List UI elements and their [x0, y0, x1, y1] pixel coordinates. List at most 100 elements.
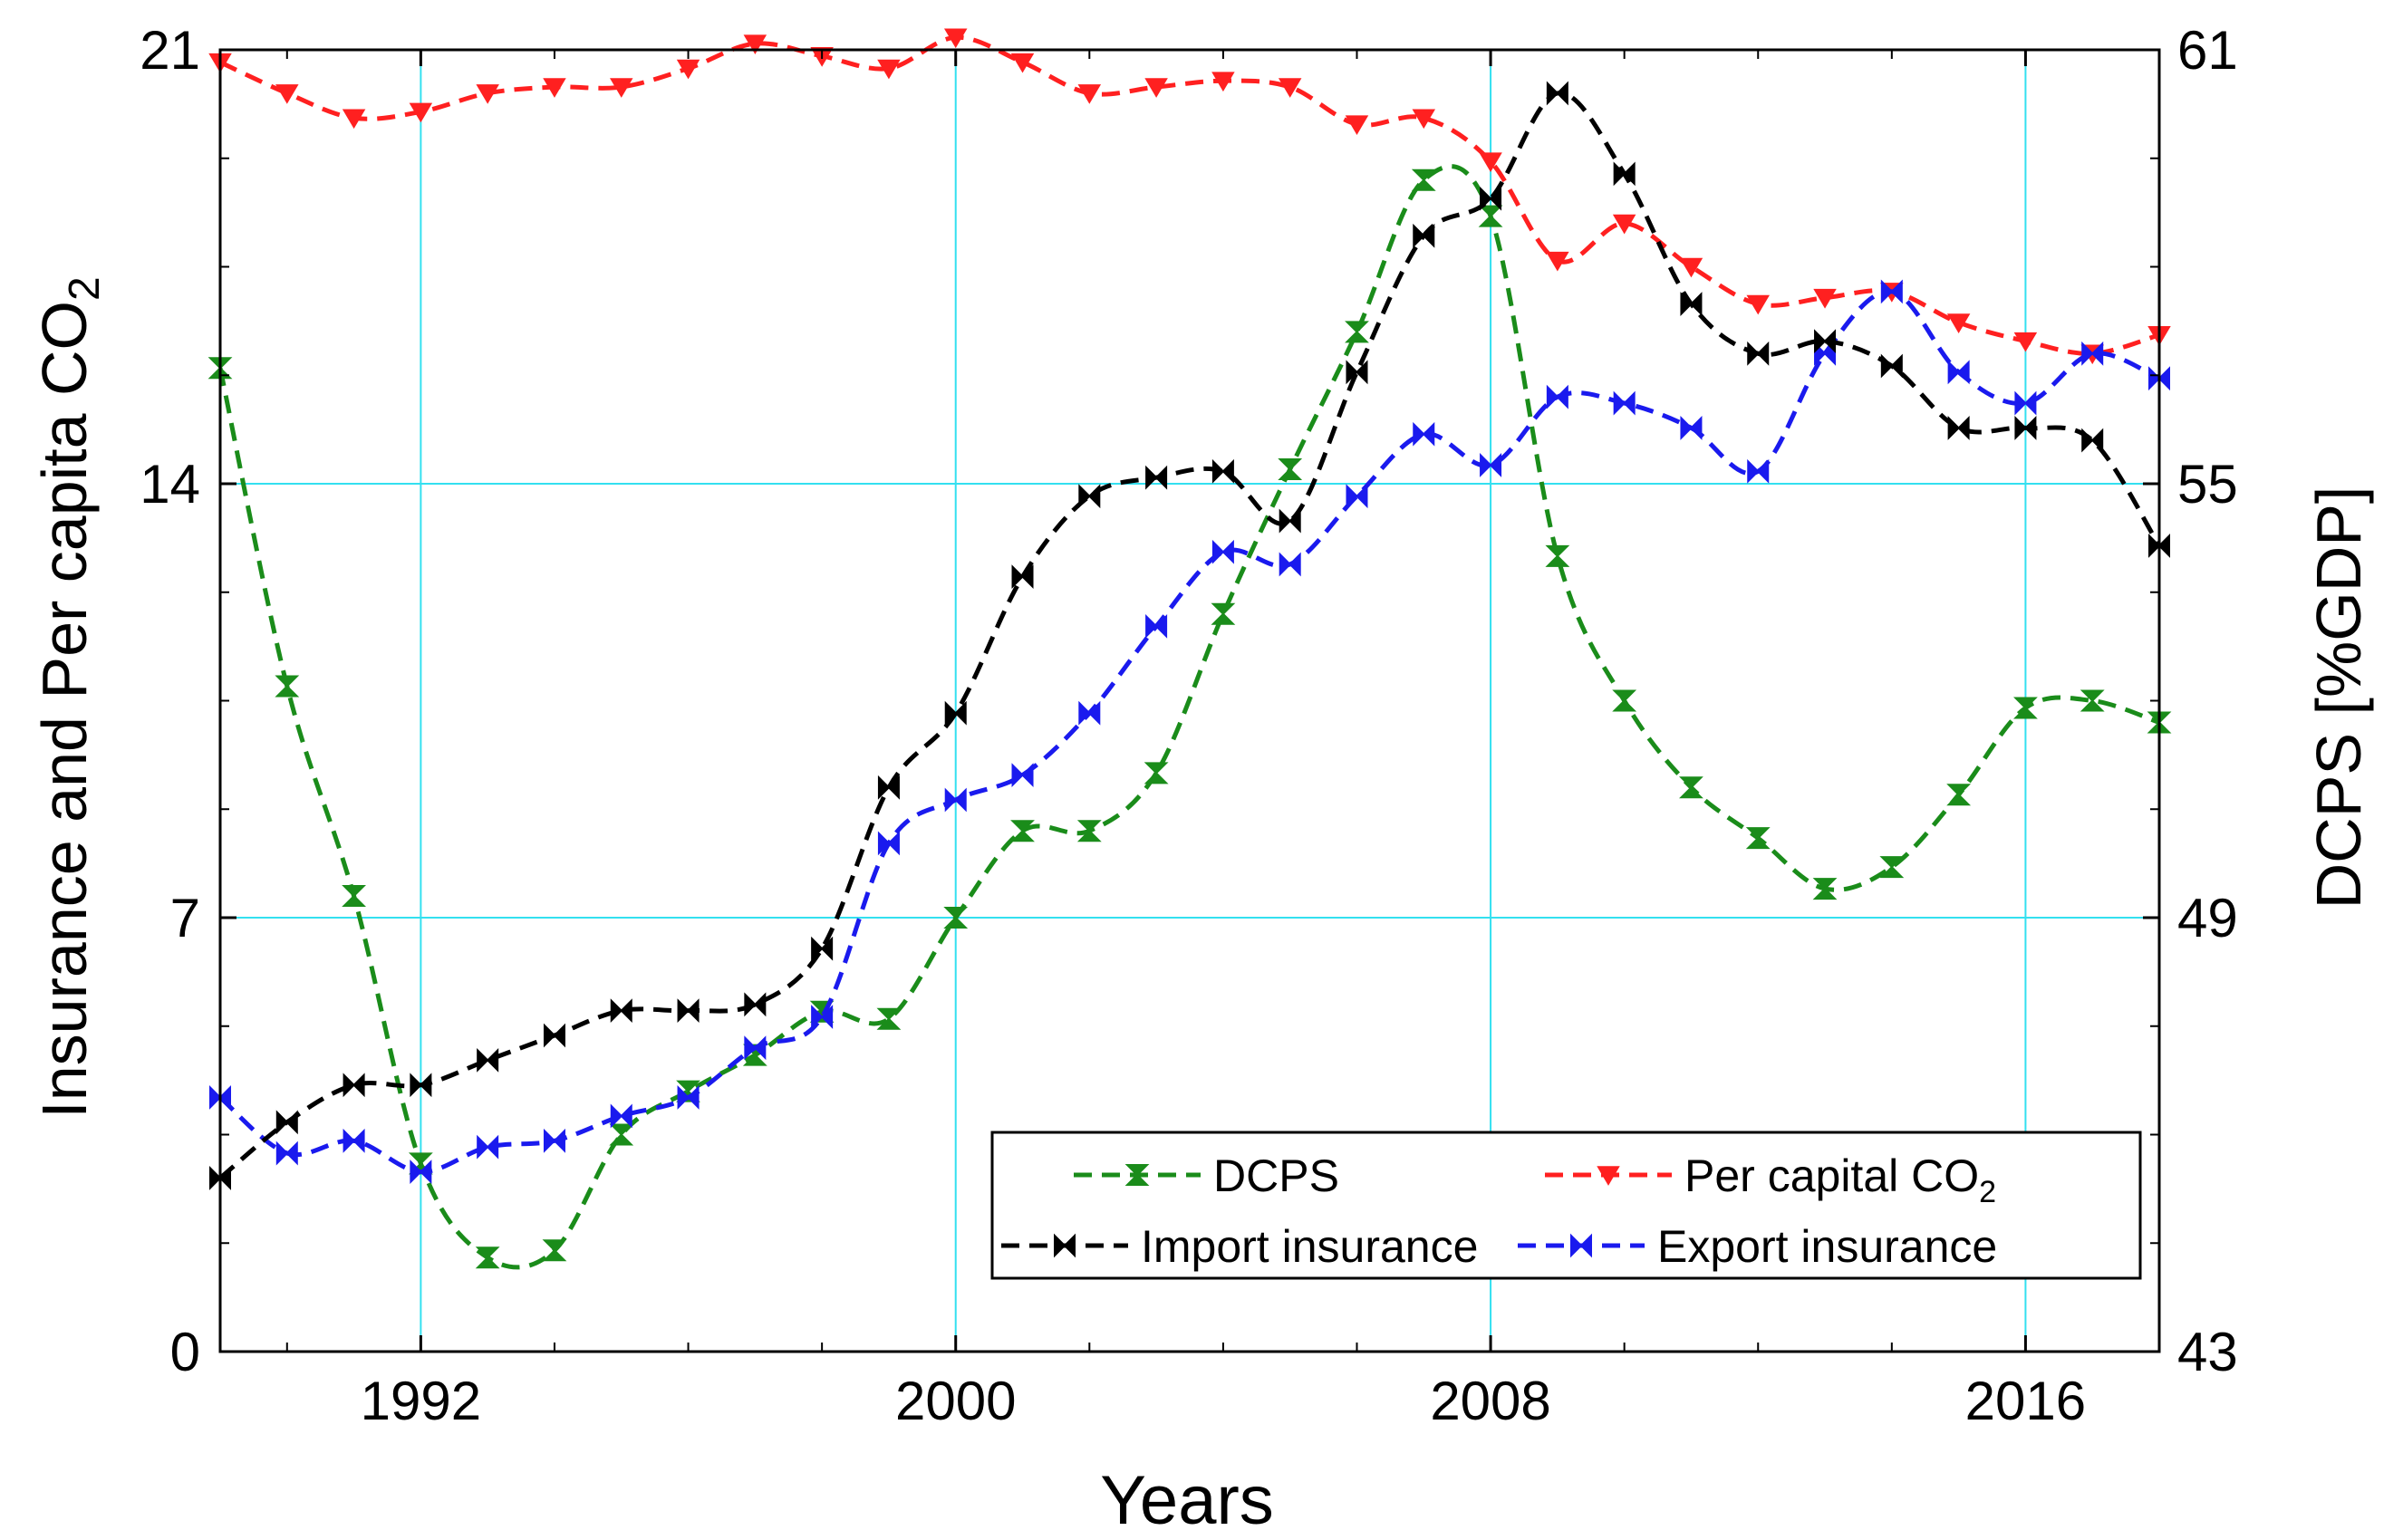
- legend-marker-dcps: [1124, 1164, 1150, 1186]
- data-point-dcps: [542, 1239, 567, 1262]
- data-point-export-insurance: [1346, 484, 1368, 509]
- data-point-per-capital-co2: [1211, 72, 1235, 92]
- x-tick-label: 2008: [1430, 1371, 1550, 1431]
- data-point-dcps: [876, 1007, 902, 1030]
- data-point-import-insurance: [1480, 186, 1502, 211]
- data-point-per-capital-co2: [743, 34, 767, 55]
- data-point-import-insurance: [2081, 428, 2104, 453]
- data-point-import-insurance: [1680, 292, 1703, 316]
- x-tick-label: 1992: [361, 1371, 481, 1431]
- legend-label-export-insurance: Export insurance: [1657, 1221, 1997, 1272]
- data-point-export-insurance: [1546, 384, 1568, 409]
- data-point-export-insurance: [1413, 421, 1435, 447]
- data-point-dcps: [342, 885, 367, 908]
- x-tick-label: 2016: [1965, 1371, 2086, 1431]
- data-point-export-insurance: [877, 831, 900, 856]
- data-point-per-capital-co2: [676, 59, 700, 80]
- data-point-import-insurance: [1814, 329, 1837, 354]
- data-point-export-insurance: [677, 1085, 700, 1110]
- data-point-per-capital-co2: [1077, 84, 1102, 104]
- data-point-per-capital-co2: [409, 102, 433, 123]
- data-point-export-insurance: [2148, 366, 2170, 391]
- data-point-per-capital-co2: [1144, 78, 1168, 98]
- data-point-import-insurance: [1011, 564, 1034, 590]
- data-point-import-insurance: [677, 998, 700, 1024]
- data-point-export-insurance: [477, 1134, 499, 1160]
- data-point-dcps: [1478, 205, 1503, 227]
- y-left-tick-label: 14: [140, 454, 200, 515]
- data-point-per-capital-co2: [275, 84, 299, 104]
- data-point-per-capital-co2: [1010, 53, 1035, 73]
- legend-marker-per-capital-co2: [1597, 1166, 1620, 1186]
- data-point-dcps: [609, 1123, 634, 1146]
- data-point-export-insurance: [543, 1128, 565, 1153]
- data-point-export-insurance: [1011, 763, 1034, 788]
- legend-marker-export-insurance: [1570, 1233, 1592, 1258]
- data-point-per-capital-co2: [342, 109, 366, 130]
- data-point-dcps: [1879, 856, 1905, 879]
- data-point-per-capital-co2: [2013, 332, 2038, 352]
- data-point-export-insurance: [209, 1085, 231, 1110]
- y-left-tick-label: 7: [170, 888, 200, 948]
- data-point-dcps: [1679, 776, 1703, 799]
- data-point-import-insurance: [1211, 458, 1234, 484]
- data-point-import-insurance: [2148, 534, 2170, 558]
- data-point-per-capital-co2: [1679, 257, 1703, 278]
- data-point-export-insurance: [1211, 539, 1234, 564]
- data-point-import-insurance: [877, 775, 900, 800]
- data-point-dcps: [1010, 820, 1035, 842]
- data-point-export-insurance: [744, 1035, 767, 1061]
- data-point-import-insurance: [744, 992, 767, 1017]
- y-right-tick-label: 43: [2177, 1322, 2238, 1382]
- data-point-export-insurance: [275, 1141, 298, 1166]
- series-dcps: [207, 164, 2172, 1270]
- data-point-export-insurance: [1947, 360, 1970, 385]
- data-point-import-insurance: [543, 1023, 565, 1048]
- data-point-export-insurance: [1680, 415, 1703, 440]
- data-point-per-capital-co2: [877, 59, 901, 80]
- data-point-export-insurance: [343, 1128, 365, 1153]
- data-point-dcps: [1812, 878, 1838, 900]
- data-point-per-capital-co2: [543, 78, 566, 98]
- data-point-dcps: [943, 907, 969, 929]
- data-point-import-insurance: [1947, 415, 1970, 440]
- data-point-per-capital-co2: [1946, 313, 1971, 333]
- data-point-per-capital-co2: [476, 84, 499, 104]
- series-export-insurance: [209, 279, 2170, 1184]
- legend-label-per-capital-co2: Per capital CO2: [1684, 1150, 1996, 1209]
- series-line-dcps: [217, 164, 2160, 1270]
- data-point-import-insurance: [1613, 161, 1636, 187]
- data-point-dcps: [2080, 689, 2105, 712]
- data-point-export-insurance: [1145, 613, 1168, 639]
- data-point-export-insurance: [1880, 279, 1903, 304]
- data-point-per-capital-co2: [610, 78, 633, 98]
- data-point-export-insurance: [610, 1103, 632, 1129]
- y-left-tick-label: 0: [170, 1322, 200, 1382]
- y-left-tick-label: 21: [140, 20, 200, 81]
- data-point-import-insurance: [1546, 81, 1568, 106]
- data-point-import-insurance: [2014, 415, 2037, 440]
- y-right-tick-label: 61: [2177, 20, 2238, 81]
- data-point-dcps: [1144, 762, 1169, 784]
- data-point-import-insurance: [1346, 360, 1368, 385]
- data-point-import-insurance: [477, 1047, 499, 1073]
- y-left-axis-label: Insurance and Per capita CO2: [29, 276, 109, 1118]
- data-point-dcps: [1946, 784, 1972, 806]
- data-point-import-insurance: [811, 936, 834, 961]
- legend: DCPS Per capital CO2 Import insurance Expor…: [990, 1131, 2142, 1280]
- x-tick-label: 2000: [895, 1371, 1016, 1431]
- data-point-export-insurance: [410, 1160, 432, 1184]
- data-point-export-insurance: [811, 1005, 834, 1029]
- legend-label-dcps: DCPS: [1213, 1150, 1339, 1201]
- data-point-per-capital-co2: [1412, 109, 1436, 130]
- tick-layer: 1992 2000 2008 2016 0 7 14 21 43 49 55 61: [140, 20, 2238, 1431]
- data-point-dcps: [275, 675, 300, 698]
- data-point-import-insurance: [1279, 508, 1301, 534]
- data-point-import-insurance: [944, 700, 967, 726]
- data-point-import-insurance: [1747, 341, 1770, 366]
- data-point-import-insurance: [410, 1073, 432, 1098]
- data-point-per-capital-co2: [1345, 115, 1369, 135]
- x-axis-label: Years: [1100, 1462, 1274, 1539]
